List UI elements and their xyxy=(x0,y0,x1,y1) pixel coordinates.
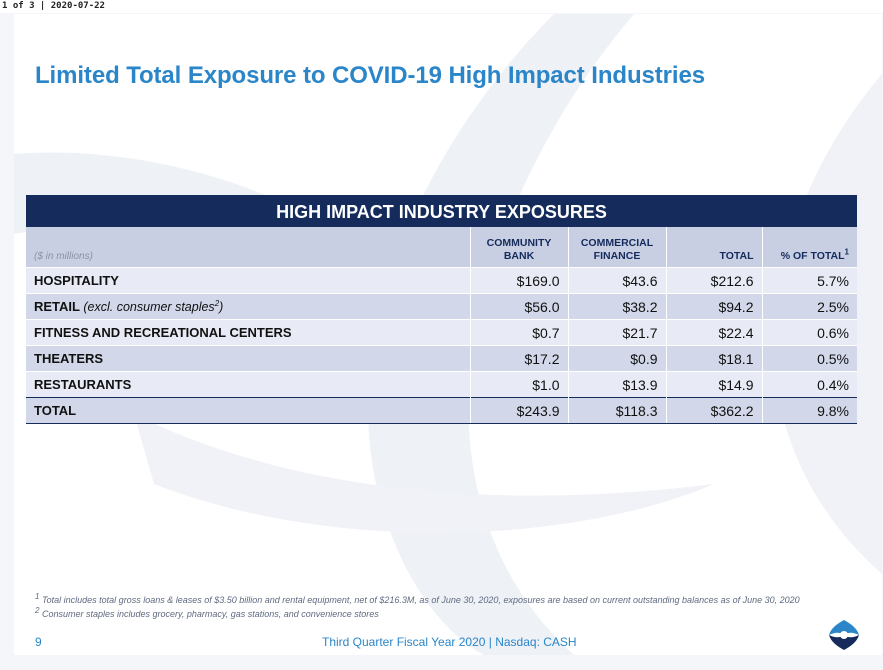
cell-total: $14.9 xyxy=(665,371,762,398)
cell-commercial-finance: $43.6 xyxy=(567,267,666,294)
cell-pct-total: 5.7% xyxy=(761,267,857,294)
exposure-table: HIGH IMPACT INDUSTRY EXPOSURES ($ in mil… xyxy=(26,195,857,424)
slide: Limited Total Exposure to COVID-19 High … xyxy=(14,14,882,655)
unit-label: ($ in millions) xyxy=(26,227,470,268)
cell-community-bank: $0.7 xyxy=(469,319,568,346)
column-header-row: ($ in millions) COMMUNITY BANK COMMERCIAL… xyxy=(26,227,857,268)
table-row: HOSPITALITY $169.0 $43.6 $212.6 5.7% xyxy=(26,267,857,294)
page-title: Limited Total Exposure to COVID-19 High … xyxy=(35,62,705,89)
footnote-1: 1 Total includes total gross loans & lea… xyxy=(35,592,800,606)
cell-total: $362.2 xyxy=(665,397,762,424)
column-header-commercial-finance: COMMERCIAL FINANCE xyxy=(567,227,666,268)
row-label: RETAIL (excl. consumer staples2) xyxy=(26,293,470,320)
cell-community-bank: $1.0 xyxy=(469,371,568,398)
cell-community-bank: $56.0 xyxy=(469,293,568,320)
cell-pct-total: 9.8% xyxy=(761,397,857,424)
column-header-community-bank: COMMUNITY BANK xyxy=(469,227,568,268)
column-header-pct-total: % OF TOTAL1 xyxy=(761,227,857,268)
row-label: TOTAL xyxy=(26,397,470,424)
table-row: RESTAURANTS $1.0 $13.9 $14.9 0.4% xyxy=(26,371,857,398)
cell-community-bank: $243.9 xyxy=(469,397,568,424)
row-label: THEATERS xyxy=(26,345,470,372)
cell-commercial-finance: $21.7 xyxy=(567,319,666,346)
cell-pct-total: 0.6% xyxy=(761,319,857,346)
cell-commercial-finance: $118.3 xyxy=(567,397,666,424)
footnote-2: 2 Consumer staples includes grocery, pha… xyxy=(35,606,379,620)
cell-total: $22.4 xyxy=(665,319,762,346)
cell-pct-total: 0.5% xyxy=(761,345,857,372)
row-label: RESTAURANTS xyxy=(26,371,470,398)
table-row: FITNESS AND RECREATIONAL CENTERS $0.7 $2… xyxy=(26,319,857,346)
cell-total: $212.6 xyxy=(665,267,762,294)
cell-total: $94.2 xyxy=(665,293,762,320)
row-label: HOSPITALITY xyxy=(26,267,470,294)
cell-pct-total: 2.5% xyxy=(761,293,857,320)
table-row: RETAIL (excl. consumer staples2) $56.0 $… xyxy=(26,293,857,320)
cell-total: $18.1 xyxy=(665,345,762,372)
cell-community-bank: $169.0 xyxy=(469,267,568,294)
cell-commercial-finance: $13.9 xyxy=(567,371,666,398)
row-note: (excl. consumer staples2) xyxy=(83,298,224,314)
row-label: FITNESS AND RECREATIONAL CENTERS xyxy=(26,319,470,346)
company-logo-icon xyxy=(829,620,859,650)
cell-commercial-finance: $38.2 xyxy=(567,293,666,320)
cell-pct-total: 0.4% xyxy=(761,371,857,398)
viewer-header: 1 of 3 | 2020-07-22 xyxy=(0,0,883,13)
total-row: TOTAL $243.9 $118.3 $362.2 9.8% xyxy=(26,397,857,424)
table-heading: HIGH IMPACT INDUSTRY EXPOSURES xyxy=(26,195,857,227)
cell-community-bank: $17.2 xyxy=(469,345,568,372)
cell-commercial-finance: $0.9 xyxy=(567,345,666,372)
column-header-total: TOTAL xyxy=(665,227,762,268)
table-row: THEATERS $17.2 $0.9 $18.1 0.5% xyxy=(26,345,857,372)
footer-text: Third Quarter Fiscal Year 2020 | Nasdaq:… xyxy=(322,635,577,649)
page-number: 9 xyxy=(35,635,42,649)
